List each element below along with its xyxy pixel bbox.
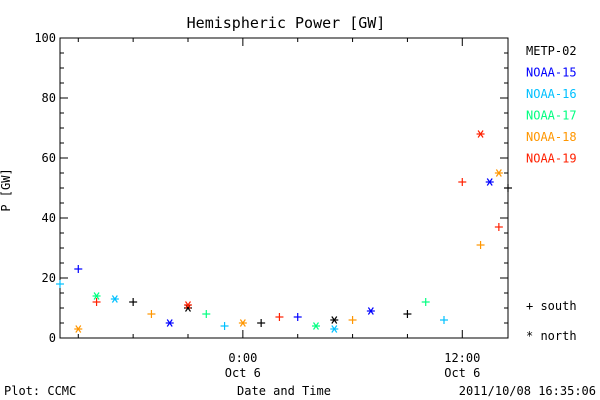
marker-legend-north: * north <box>526 329 577 343</box>
data-point-north <box>366 307 375 315</box>
data-point-south <box>494 223 503 231</box>
legend: METP-02 NOAA-15 NOAA-16 NOAA-17 NOAA-18 NOAA-… <box>526 44 577 166</box>
data-point-north <box>312 322 320 330</box>
data-point-south <box>348 316 357 324</box>
legend-entry: NOAA-17 <box>526 109 577 123</box>
y-tick-label: 0 <box>49 331 56 345</box>
data-point-north <box>92 292 101 300</box>
x-axis-label: Date and Time <box>237 384 331 398</box>
legend-entry: NOAA-16 <box>526 87 577 101</box>
data-point-south <box>440 316 448 324</box>
legend-entry: NOAA-15 <box>526 66 577 80</box>
legend-entry: NOAA-18 <box>526 130 577 144</box>
y-tick-label: 60 <box>42 151 56 165</box>
data-point-south <box>74 265 83 273</box>
data-point-south <box>220 322 229 330</box>
data-point-north <box>485 178 494 186</box>
legend-entry: METP-02 <box>526 44 577 58</box>
data-point-south <box>458 178 467 186</box>
plot-timestamp: 2011/10/08 16:35:06 <box>459 384 596 398</box>
data-point-north <box>238 319 247 327</box>
data-point-south <box>421 298 430 306</box>
data-point-south <box>56 280 64 288</box>
y-tick-label: 100 <box>34 31 56 45</box>
data-point-south <box>403 310 412 318</box>
data-point-south <box>275 313 284 321</box>
y-axis-label: P [GW] <box>0 168 13 211</box>
data-point-south <box>202 310 211 318</box>
legend-entry: NOAA-19 <box>526 152 577 166</box>
data-point-north <box>330 325 339 333</box>
data-point-north <box>74 325 83 333</box>
chart-title: Hemispheric Power [GW] <box>187 14 386 32</box>
data-point-south <box>504 184 512 192</box>
data-point-north <box>165 319 174 327</box>
plot-frame <box>59 37 509 339</box>
marker-legend: + south * north <box>526 299 577 343</box>
marker-legend-south: + south <box>526 299 577 313</box>
x-tick-label-time: 0:00 <box>228 351 257 365</box>
x-tick-label-time: 12:00 <box>444 351 480 365</box>
data-point-south <box>257 319 266 327</box>
x-tick-label-date: Oct 6 <box>225 366 261 380</box>
data-point-north <box>494 169 503 177</box>
y-tick-label: 80 <box>42 91 56 105</box>
data-point-south <box>129 298 138 306</box>
data-point-south <box>92 298 101 306</box>
x-tick-label-date: Oct 6 <box>444 366 480 380</box>
y-tick-label: 40 <box>42 211 56 225</box>
data-points <box>56 130 512 333</box>
y-tick-label: 20 <box>42 271 56 285</box>
y-axis: 0 20 40 60 80 100 <box>34 31 508 345</box>
data-point-north <box>476 130 485 138</box>
data-point-north <box>110 295 119 303</box>
data-point-south <box>293 313 302 321</box>
plot-credit: Plot: CCMC <box>4 384 76 398</box>
data-point-south <box>476 241 485 249</box>
data-point-north <box>330 316 339 324</box>
data-point-north <box>184 301 192 309</box>
data-point-south <box>147 310 156 318</box>
